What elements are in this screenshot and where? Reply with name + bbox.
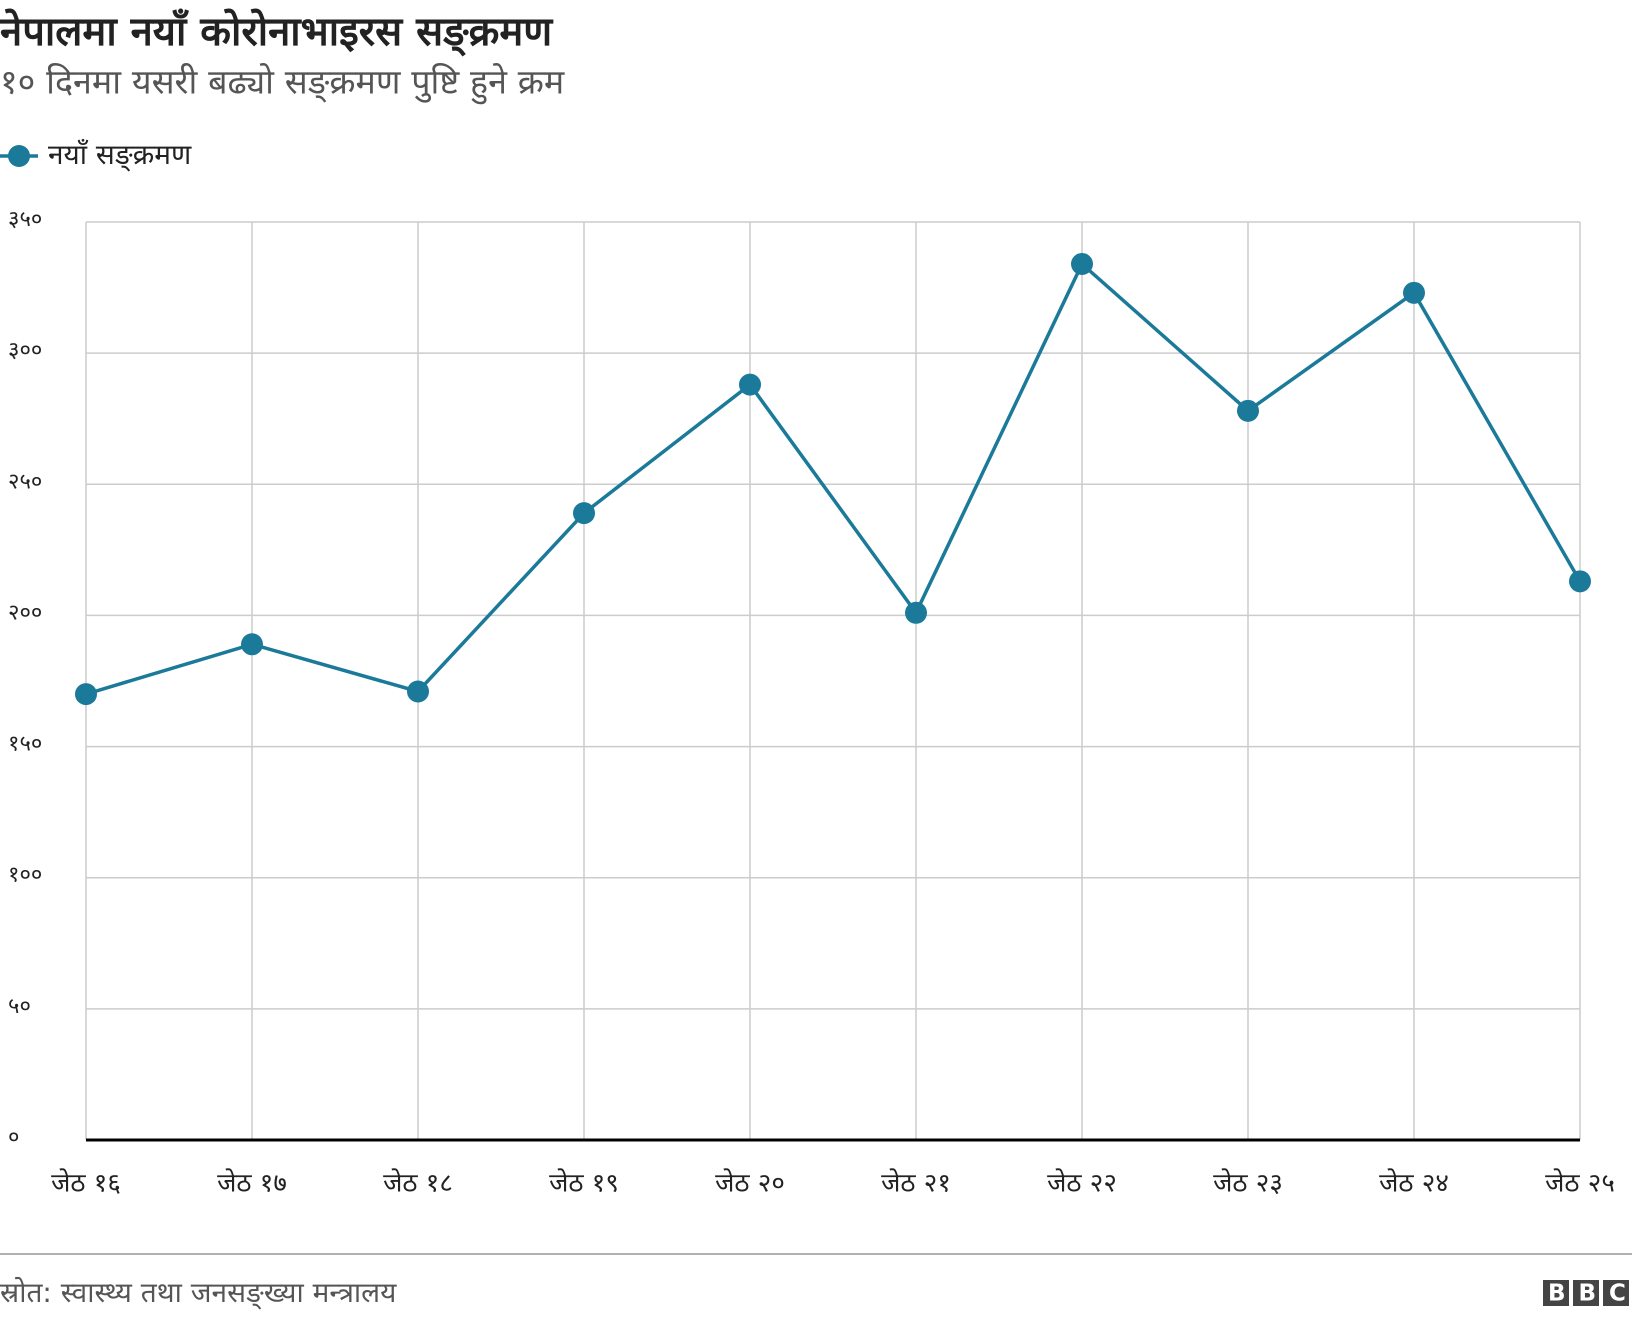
point	[1071, 252, 1093, 275]
chart-title: नेपालमा नयाँ कोरोनाभाइरस सङ्क्रमण	[0, 8, 554, 56]
x-tick-label: जेठ २३	[1213, 1168, 1283, 1199]
chart-subtitle: १० दिनमा यसरी बढ्यो सङ्क्रमण पुष्टि हुने…	[0, 63, 565, 105]
point	[407, 680, 429, 703]
y-tick-label: ३५०	[8, 207, 42, 232]
y-tick-label: ३००	[8, 338, 42, 363]
x-tick-label: जेठ २४	[1379, 1168, 1449, 1199]
legend-label: नयाँ सङ्क्रमण	[48, 138, 192, 172]
point	[573, 502, 595, 525]
x-tick-label: जेठ १९	[549, 1168, 619, 1199]
point	[905, 601, 927, 624]
point	[739, 373, 761, 396]
logo: BBC	[1543, 1280, 1632, 1307]
point	[1403, 281, 1425, 304]
x-tick-label: जेठ २०	[715, 1168, 785, 1199]
point	[1569, 570, 1591, 593]
point	[75, 683, 97, 706]
x-tick-label: जेठ १८	[383, 1168, 453, 1199]
y-tick-label: ५०	[8, 994, 31, 1019]
y-tick-label: २५०	[8, 469, 42, 494]
series-line	[85, 261, 1582, 696]
x-tick-label: जेठ २२	[1047, 1168, 1117, 1199]
x-tick-label: जेठ १६	[51, 1168, 121, 1199]
logo-text: BBC	[1548, 1281, 1632, 1307]
point	[1237, 399, 1259, 422]
point	[241, 633, 263, 656]
x-tick-label: जेठ २५	[1545, 1168, 1615, 1199]
y-tick-label: १००	[8, 863, 42, 888]
legend-marker	[8, 145, 30, 167]
y-tick-label: ०	[8, 1125, 19, 1150]
y-tick-label: २००	[8, 600, 42, 625]
source: स्रोत: स्वास्थ्य तथा जनसङ्ख्या मन्त्रालय	[0, 1276, 397, 1310]
x-tick-label: जेठ २१	[881, 1168, 951, 1199]
x-tick-label: जेठ १७	[217, 1168, 287, 1199]
y-tick-label: १५०	[8, 732, 42, 757]
